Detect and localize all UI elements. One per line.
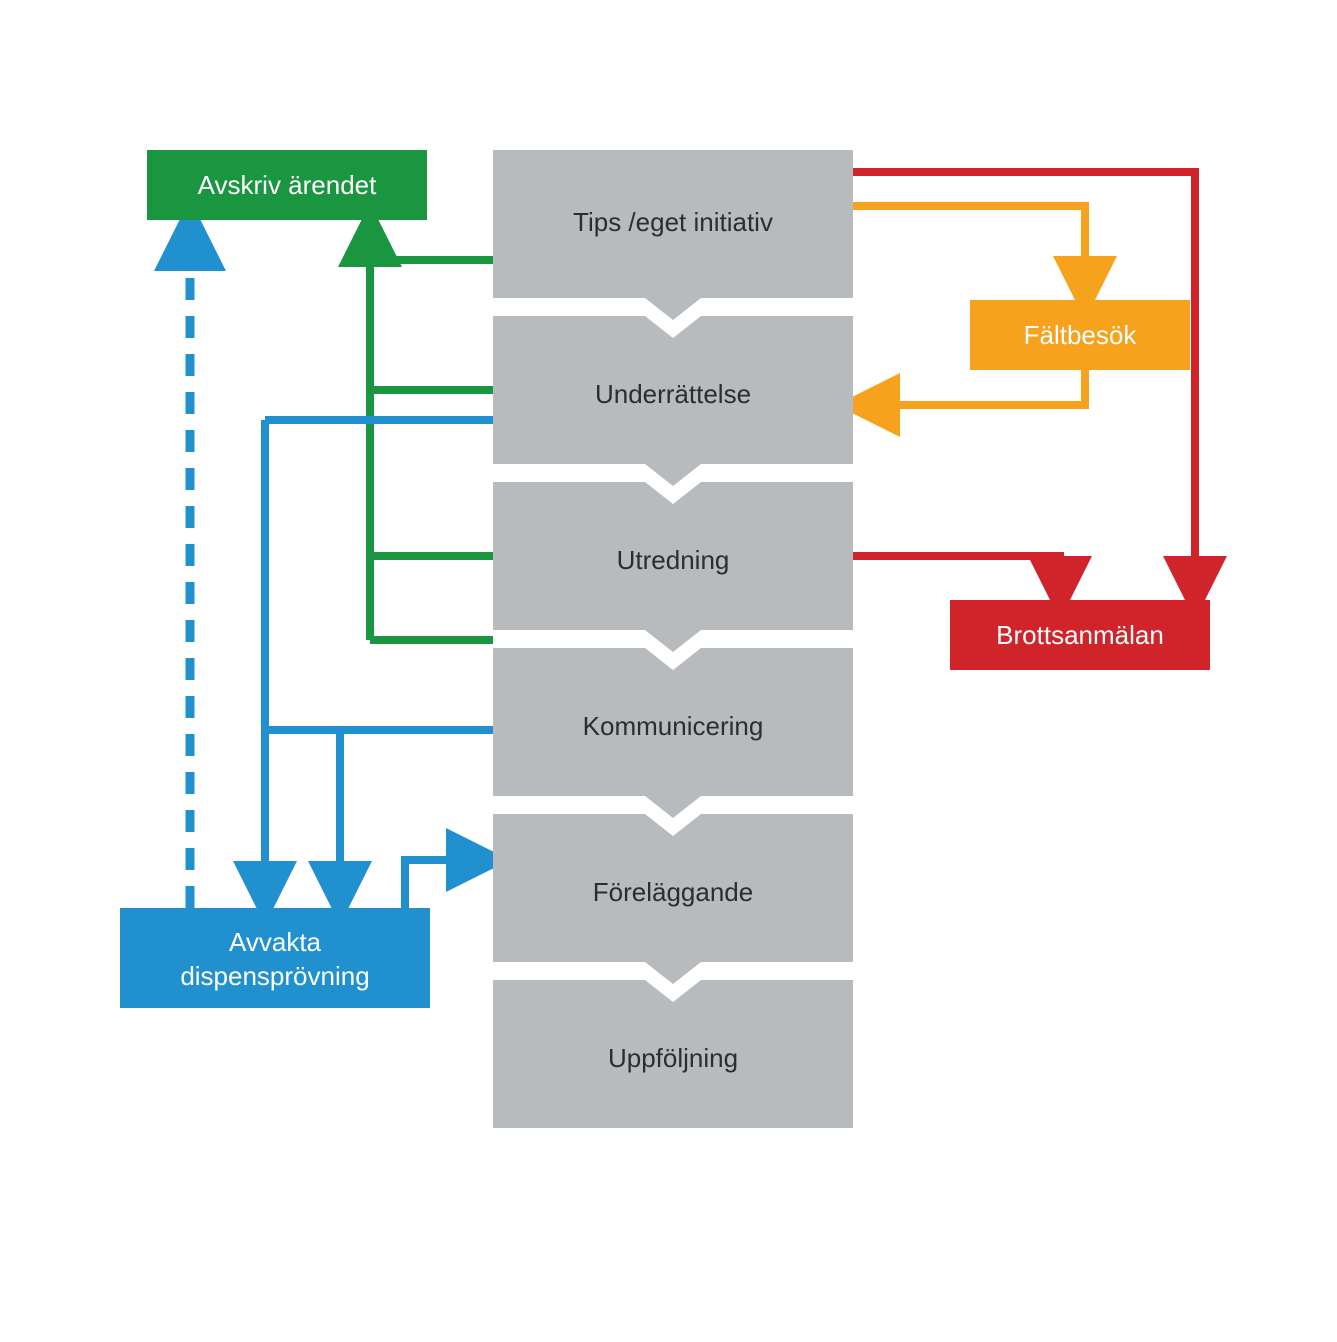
step-kommunicering-label: Kommunicering [583, 711, 764, 741]
box-avvakta: Avvakta dispensprövning [120, 908, 430, 1008]
box-avvakta-line1: Avvakta [229, 927, 322, 957]
box-brottsanmalan-label: Brottsanmälan [996, 620, 1164, 650]
box-avvakta-line2: dispensprövning [180, 961, 369, 991]
flowchart-diagram: Avskriv ärendet Avvakta dispensprövning … [0, 0, 1337, 1342]
box-avskriv-label: Avskriv ärendet [198, 170, 377, 200]
box-faltbesok: Fältbesök [970, 300, 1190, 370]
blue-arrows-solid [265, 420, 493, 908]
main-column: Tips /eget initiativ Underrättelse Utredni… [493, 150, 853, 1128]
step-underrattelse-label: Underrättelse [595, 379, 751, 409]
step-forelaggande-label: Föreläggande [593, 877, 753, 907]
step-tips-label: Tips /eget initiativ [573, 207, 773, 237]
box-faltbesok-label: Fältbesök [1024, 320, 1138, 350]
box-avskriv: Avskriv ärendet [147, 150, 427, 220]
green-arrows [370, 235, 493, 640]
step-uppfoljning-label: Uppföljning [608, 1043, 738, 1073]
red-arrows [853, 172, 1195, 588]
box-brottsanmalan: Brottsanmälan [950, 600, 1210, 670]
step-utredning-label: Utredning [617, 545, 730, 575]
